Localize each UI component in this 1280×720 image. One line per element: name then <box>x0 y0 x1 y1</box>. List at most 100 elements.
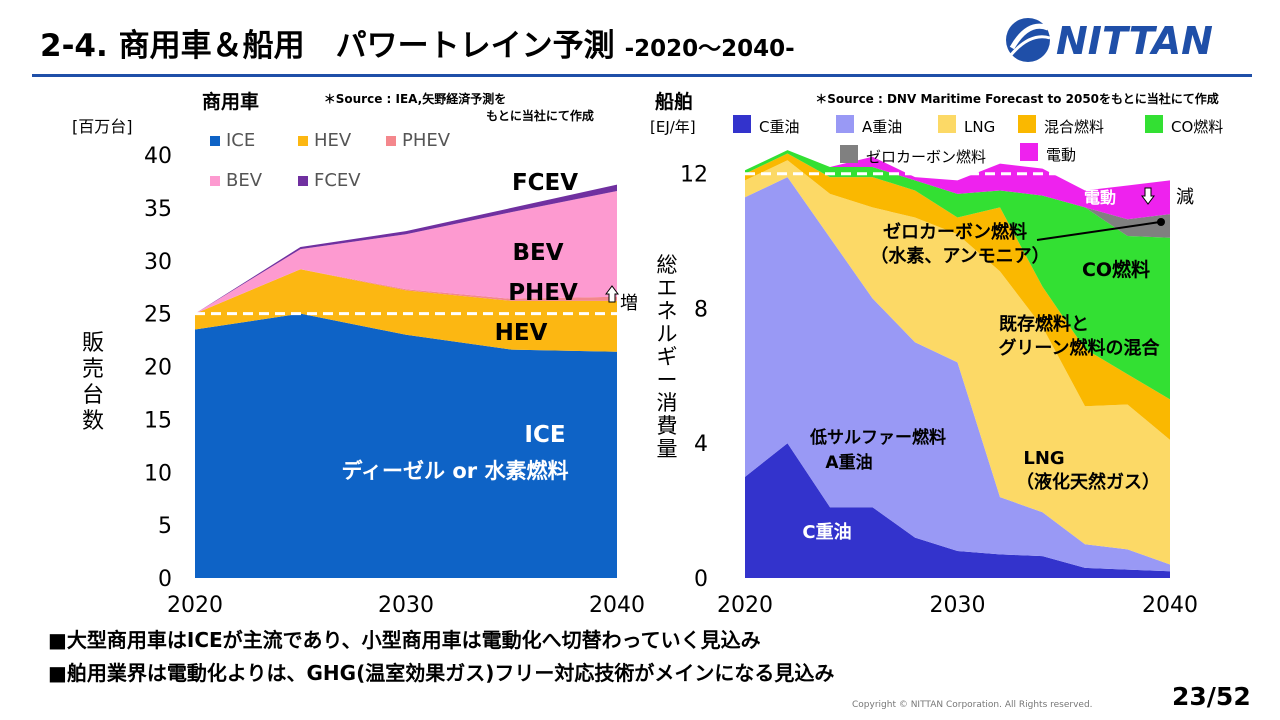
chart-title: 船舶 <box>655 90 693 113</box>
series-area-4 <box>745 150 1170 400</box>
annotation-ice-fuel: ディーゼル or 水素燃料 <box>342 459 569 483</box>
y-unit-label: [百万台] <box>72 117 133 136</box>
legend-label: BEV <box>226 170 263 191</box>
annotation-mix: 既存燃料と <box>999 313 1089 335</box>
y-axis-label-char: ー <box>657 368 678 392</box>
source-note: ＊Source : IEA,矢野経済予測を <box>324 91 507 106</box>
annotation-decrease: 減 <box>1176 187 1194 208</box>
y-tick-label: 30 <box>144 250 172 275</box>
y-tick-label: 15 <box>144 408 172 433</box>
title-subtitle: -2020～2040- <box>624 36 795 62</box>
series-area-1 <box>195 269 617 352</box>
legend-label: 電動 <box>1046 146 1076 164</box>
annotation-ice: ICE <box>524 422 565 448</box>
legend-label: ゼロカーボン燃料 <box>866 148 986 166</box>
annotation-low-sulfur-sub: A重油 <box>825 452 872 473</box>
legend-label: FCEV <box>314 170 361 191</box>
bullet-commercial-vehicle: ■大型商用車はICEが主流であり、小型商用車は電動化へ切替わっていく見込み <box>48 628 761 652</box>
y-axis-label-char: エ <box>657 276 678 300</box>
legend-swatch <box>210 136 220 146</box>
legend-swatch <box>1020 143 1038 161</box>
y-tick-label: 8 <box>694 297 708 322</box>
series-area-2 <box>745 160 1170 565</box>
annotation-hev: HEV <box>495 320 548 346</box>
series-area-0 <box>745 443 1170 578</box>
x-tick-label: 2020 <box>167 593 223 618</box>
annotation-lng: LNG <box>1023 448 1064 469</box>
x-tick-label: 2030 <box>930 593 986 618</box>
y-tick-label: 0 <box>158 567 172 592</box>
zero-carbon-leader-line <box>1036 221 1161 241</box>
annotation-co-fuel: CO燃料 <box>1082 258 1150 281</box>
legend-swatch <box>836 115 854 133</box>
legend-swatch <box>210 176 220 186</box>
annotation-phev: PHEV <box>508 280 578 306</box>
annotation-bev: BEV <box>512 240 563 266</box>
annotation-electric: 電動 <box>1084 188 1116 207</box>
y-axis-label-char: 数 <box>82 409 104 434</box>
y-tick-label: 10 <box>144 461 172 486</box>
page-number: 23/52 <box>1172 682 1251 711</box>
y-tick-label: 40 <box>144 144 172 169</box>
annotation-zero-carbon: ゼロカーボン燃料 <box>883 221 1027 243</box>
x-tick-label: 2030 <box>378 593 434 618</box>
increase-arrow-icon <box>605 285 619 303</box>
zero-carbon-leader-dot <box>1157 218 1165 226</box>
page-title: 2-4. 商用車＆船用 パワートレイン予測 -2020～2040- <box>40 20 795 65</box>
decrease-arrow-icon <box>1141 187 1155 205</box>
y-unit-label: [EJ/年] <box>650 118 696 136</box>
legend-swatch <box>386 136 396 146</box>
bullet-marine: ■舶用業界は電動化よりは、GHG(温室効果ガス)フリー対応技術がメインになる見込… <box>48 661 835 685</box>
source-note: もとに当社にて作成 <box>486 108 594 123</box>
x-tick-label: 2020 <box>717 593 773 618</box>
title-text: 2-4. 商用車＆船用 パワートレイン予測 <box>40 28 615 64</box>
legend-swatch <box>733 115 751 133</box>
annotation-zero-carbon-sub: （水素、アンモニア） <box>870 245 1049 267</box>
series-area-6 <box>745 150 1170 220</box>
legend-swatch <box>1145 115 1163 133</box>
x-tick-label: 2040 <box>1142 593 1198 618</box>
legend-swatch <box>298 176 308 186</box>
y-axis-label-char: 量 <box>657 437 678 461</box>
legend-label: A重油 <box>862 118 902 136</box>
legend-swatch <box>938 115 956 133</box>
y-axis-label-char: 消 <box>657 391 678 415</box>
y-axis-label-char: ル <box>657 322 678 346</box>
legend-label: ICE <box>226 130 255 151</box>
y-axis-label-char: 台 <box>82 383 104 408</box>
y-axis-label-char: ギ <box>657 345 678 369</box>
y-axis-label-char: ネ <box>657 299 678 323</box>
y-tick-label: 4 <box>694 432 708 457</box>
annotation-lng-sub: （液化天然ガス） <box>1016 471 1160 493</box>
y-axis-label-char: 売 <box>82 357 104 382</box>
legend-swatch <box>1018 115 1036 133</box>
source-note: ＊Source : DNV Maritime Forecast to 2050を… <box>815 91 1219 106</box>
series-area-3 <box>195 191 617 314</box>
y-axis-label-char: 総 <box>657 253 678 277</box>
annotation-low-sulfur: 低サルファー燃料 <box>809 427 946 448</box>
copyright: Copyright © NITTAN Corporation. All Righ… <box>852 700 1093 710</box>
commercial-vehicle-chart: 0 5 10 15 20 25 30 35 40 2020 2030 2040 商用車 [百万台] ＊Sou… <box>72 90 645 618</box>
y-axis-label-char: 販 <box>82 331 104 356</box>
y-tick-label: 25 <box>144 303 172 328</box>
title-rule <box>32 74 1252 77</box>
annotation-fcev: FCEV <box>512 170 578 196</box>
logo-mark-icon <box>1006 18 1051 62</box>
chart-title: 商用車 <box>202 90 259 113</box>
annotation-c-heavy-oil: C重油 <box>802 521 851 543</box>
y-tick-label: 5 <box>158 514 172 539</box>
y-tick-label: 35 <box>144 197 172 222</box>
legend-swatch <box>298 136 308 146</box>
logo-text: NITTAN <box>1056 19 1213 63</box>
series-area-5 <box>745 150 1170 238</box>
y-axis-label-char: 費 <box>657 414 678 438</box>
legend-label: PHEV <box>402 130 451 151</box>
legend-label: C重油 <box>759 118 799 136</box>
legend-label: 混合燃料 <box>1044 118 1104 136</box>
annotation-mix-sub: グリーン燃料の混合 <box>998 337 1160 359</box>
series-area-4 <box>195 184 617 314</box>
series-area-0 <box>195 313 617 578</box>
legend-swatch <box>840 145 858 163</box>
legend-label: LNG <box>964 118 995 136</box>
y-tick-label: 0 <box>694 567 708 592</box>
